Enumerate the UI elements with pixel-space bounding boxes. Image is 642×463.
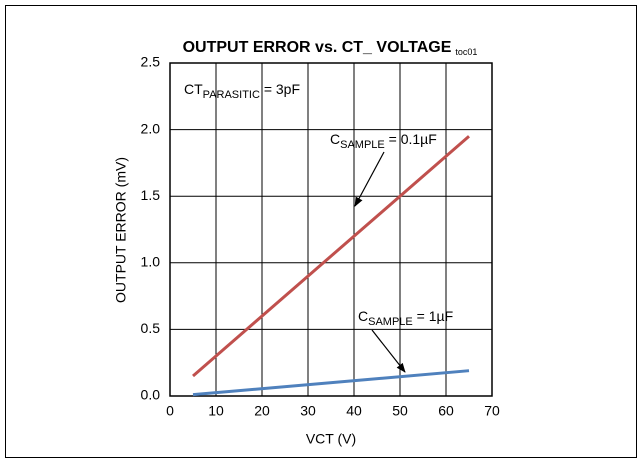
chart-title: OUTPUT ERROR vs. CT_ VOLTAGE toc01 [183,39,478,57]
x-axis-label: VCT (V) [306,431,356,447]
x-tick-label: 40 [346,403,362,419]
y-tick-label: 1.0 [141,254,161,270]
series-line [192,369,470,397]
annotation-sub: PARASITIC [203,89,260,101]
series-line [192,135,470,378]
frame [5,5,637,458]
x-tick-label: 60 [438,403,454,419]
title-text: OUTPUT ERROR vs. CT_ VOLTAGE [183,39,452,56]
x-tick-label: 50 [392,403,408,419]
annotation-suffix: = 0.1µF [385,131,437,147]
annotation: CSAMPLE = 1µF [358,308,453,328]
y-tick-label: 0.0 [141,387,161,403]
x-tick-label: 10 [208,403,224,419]
annotation-text: CT [184,81,203,97]
annotation-sub: SAMPLE [340,139,385,151]
x-tick-label: 0 [166,403,174,419]
annotation: CSAMPLE = 0.1µF [330,131,437,151]
annotation-suffix: = 3pF [260,81,300,97]
arrow [354,151,385,207]
plot-border [169,62,493,397]
x-tick-label: 30 [300,403,316,419]
x-tick-label: 70 [484,403,500,419]
y-tick-label: 0.5 [141,320,161,336]
annotation-text: C [358,308,368,324]
title-tag: toc01 [455,47,477,57]
annotation-suffix: = 1µF [413,308,453,324]
annotation: CTPARASITIC = 3pF [184,81,300,101]
y-tick-label: 2.5 [141,54,161,70]
y-axis-label: OUTPUT ERROR (mV) [113,157,129,303]
y-tick-label: 2.0 [141,120,161,136]
annotation-text: C [330,131,340,147]
annotation-sub: SAMPLE [368,316,413,328]
y-tick-label: 1.5 [141,187,161,203]
x-tick-label: 20 [254,403,270,419]
